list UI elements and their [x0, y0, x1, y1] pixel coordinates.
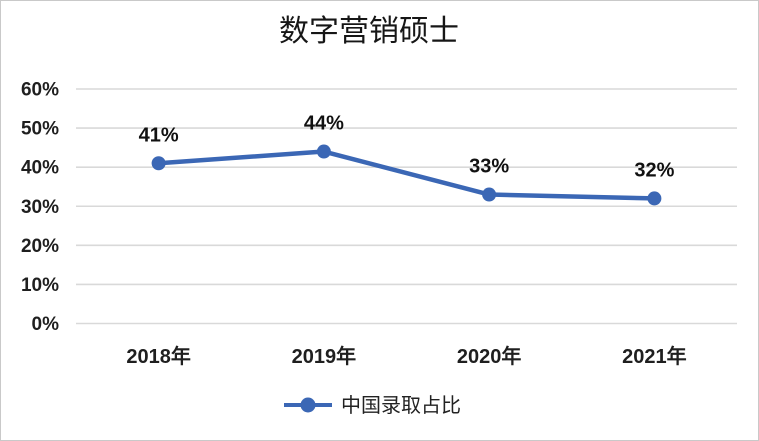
legend: 中国录取占比	[284, 394, 461, 417]
y-axis-tick-label: 40%	[21, 158, 59, 179]
y-axis-tick-label: 10%	[21, 275, 59, 296]
gridlines-group	[76, 88, 737, 325]
series-group	[151, 144, 662, 206]
data-point-label: 41%	[139, 124, 179, 146]
data-point-marker	[647, 191, 662, 206]
x-axis-tick-label: 2020年	[457, 344, 522, 368]
data-point-label: 33%	[469, 156, 509, 178]
x-axis-tick-label: 2021年	[622, 344, 687, 368]
y-axis-labels-group: 0% 10% 20% 30% 40% 50% 60%	[21, 80, 59, 336]
series-line	[156, 149, 657, 201]
y-axis-tick-label: 50%	[21, 119, 59, 140]
data-point-marker	[151, 156, 166, 171]
data-point-label: 32%	[634, 159, 674, 181]
y-axis-tick-label: 20%	[21, 236, 59, 257]
data-point-marker	[316, 144, 331, 159]
data-labels-group: 41% 44% 33% 32%	[139, 113, 675, 182]
y-axis-tick-label: 0%	[32, 314, 60, 335]
chart-title: 数字营销硕士	[279, 15, 459, 48]
x-axis-tick-label: 2018年	[126, 344, 191, 368]
x-axis-tick-label: 2019年	[292, 344, 357, 368]
legend-marker-icon	[300, 397, 316, 413]
data-point-label: 44%	[304, 113, 344, 135]
y-axis-tick-label: 30%	[21, 197, 59, 218]
y-axis-tick-label: 60%	[21, 80, 59, 101]
x-axis-labels-group: 2018年 2019年 2020年 2021年	[126, 344, 686, 368]
data-point-marker	[482, 187, 497, 202]
legend-series-label: 中国录取占比	[341, 394, 461, 417]
